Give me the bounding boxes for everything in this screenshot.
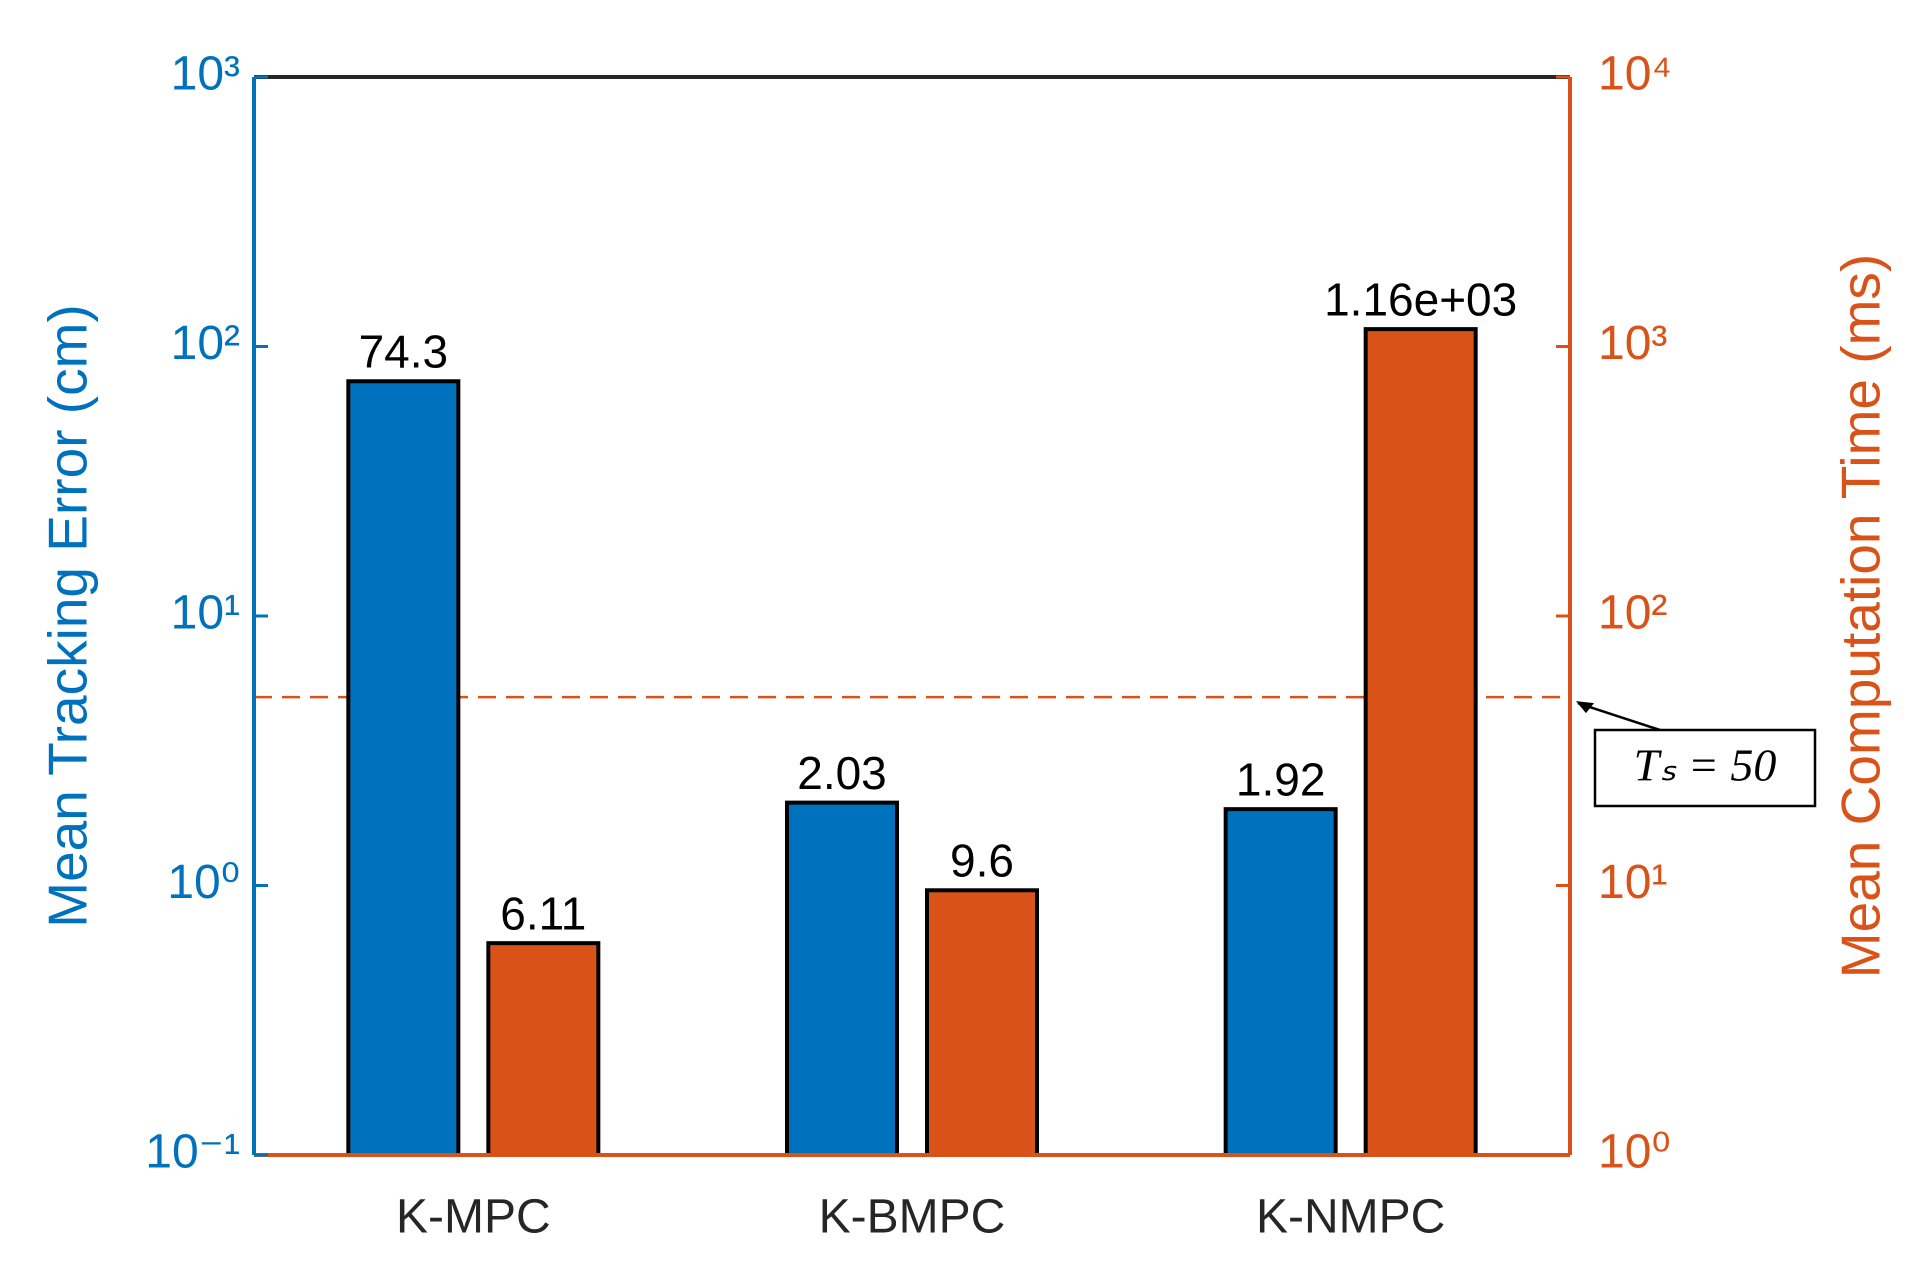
value-label: 74.3: [359, 325, 449, 377]
y2-axis-label: Mean Computation Time (ms): [1830, 254, 1892, 978]
bar: [1363, 327, 1478, 1157]
annotation-arrowhead: [1576, 701, 1594, 714]
y2-tick-label: 10³: [1598, 317, 1667, 370]
value-label: 2.03: [797, 747, 887, 799]
bar: [346, 379, 461, 1158]
y-axis-label: Mean Tracking Error (cm): [37, 304, 99, 927]
y2-tick-label: 10⁰: [1598, 1126, 1671, 1179]
annotation-label: Tₛ = 50: [1634, 740, 1777, 791]
y-tick-label: 10⁻¹: [145, 1126, 240, 1179]
value-label: 1.16e+03: [1324, 273, 1517, 325]
y-tick-label: 10¹: [171, 587, 240, 640]
y-tick-label: 10³: [171, 48, 240, 101]
value-label: 1.92: [1236, 753, 1326, 805]
x-tick-label: K-MPC: [396, 1191, 551, 1244]
bar: [925, 888, 1039, 1157]
bar: [785, 800, 899, 1157]
annotation-box: [1593, 728, 1817, 808]
value-label: 9.6: [950, 834, 1014, 886]
y2-tick-label: 10²: [1598, 587, 1667, 640]
bar: [1223, 807, 1338, 1157]
x-tick-label: K-NMPC: [1256, 1191, 1445, 1244]
y-tick-label: 10⁰: [167, 856, 240, 909]
x-tick-label: K-BMPC: [819, 1191, 1006, 1244]
y2-tick-label: 10⁴: [1598, 48, 1672, 101]
value-label: 6.11: [500, 887, 586, 939]
y2-tick-label: 10¹: [1598, 856, 1667, 909]
bar: [486, 941, 601, 1157]
y-tick-label: 10²: [171, 317, 240, 370]
annotation-arrow: [1577, 701, 1661, 732]
